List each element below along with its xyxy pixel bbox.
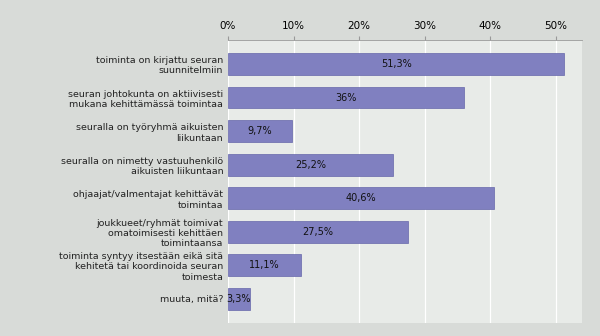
Text: 27,5%: 27,5% — [302, 227, 334, 237]
Text: 9,7%: 9,7% — [247, 126, 272, 136]
Bar — [228, 53, 564, 75]
Text: 11,1%: 11,1% — [249, 260, 280, 270]
Bar — [228, 154, 393, 176]
Text: 36%: 36% — [335, 93, 356, 102]
Text: 3,3%: 3,3% — [227, 294, 251, 304]
Text: 25,2%: 25,2% — [295, 160, 326, 170]
Text: 40,6%: 40,6% — [346, 193, 376, 203]
Bar — [228, 187, 494, 209]
Bar — [228, 254, 301, 276]
Bar — [228, 87, 464, 109]
Bar — [228, 288, 250, 310]
Text: 51,3%: 51,3% — [381, 59, 412, 69]
Bar — [228, 221, 408, 243]
Bar — [228, 120, 292, 142]
